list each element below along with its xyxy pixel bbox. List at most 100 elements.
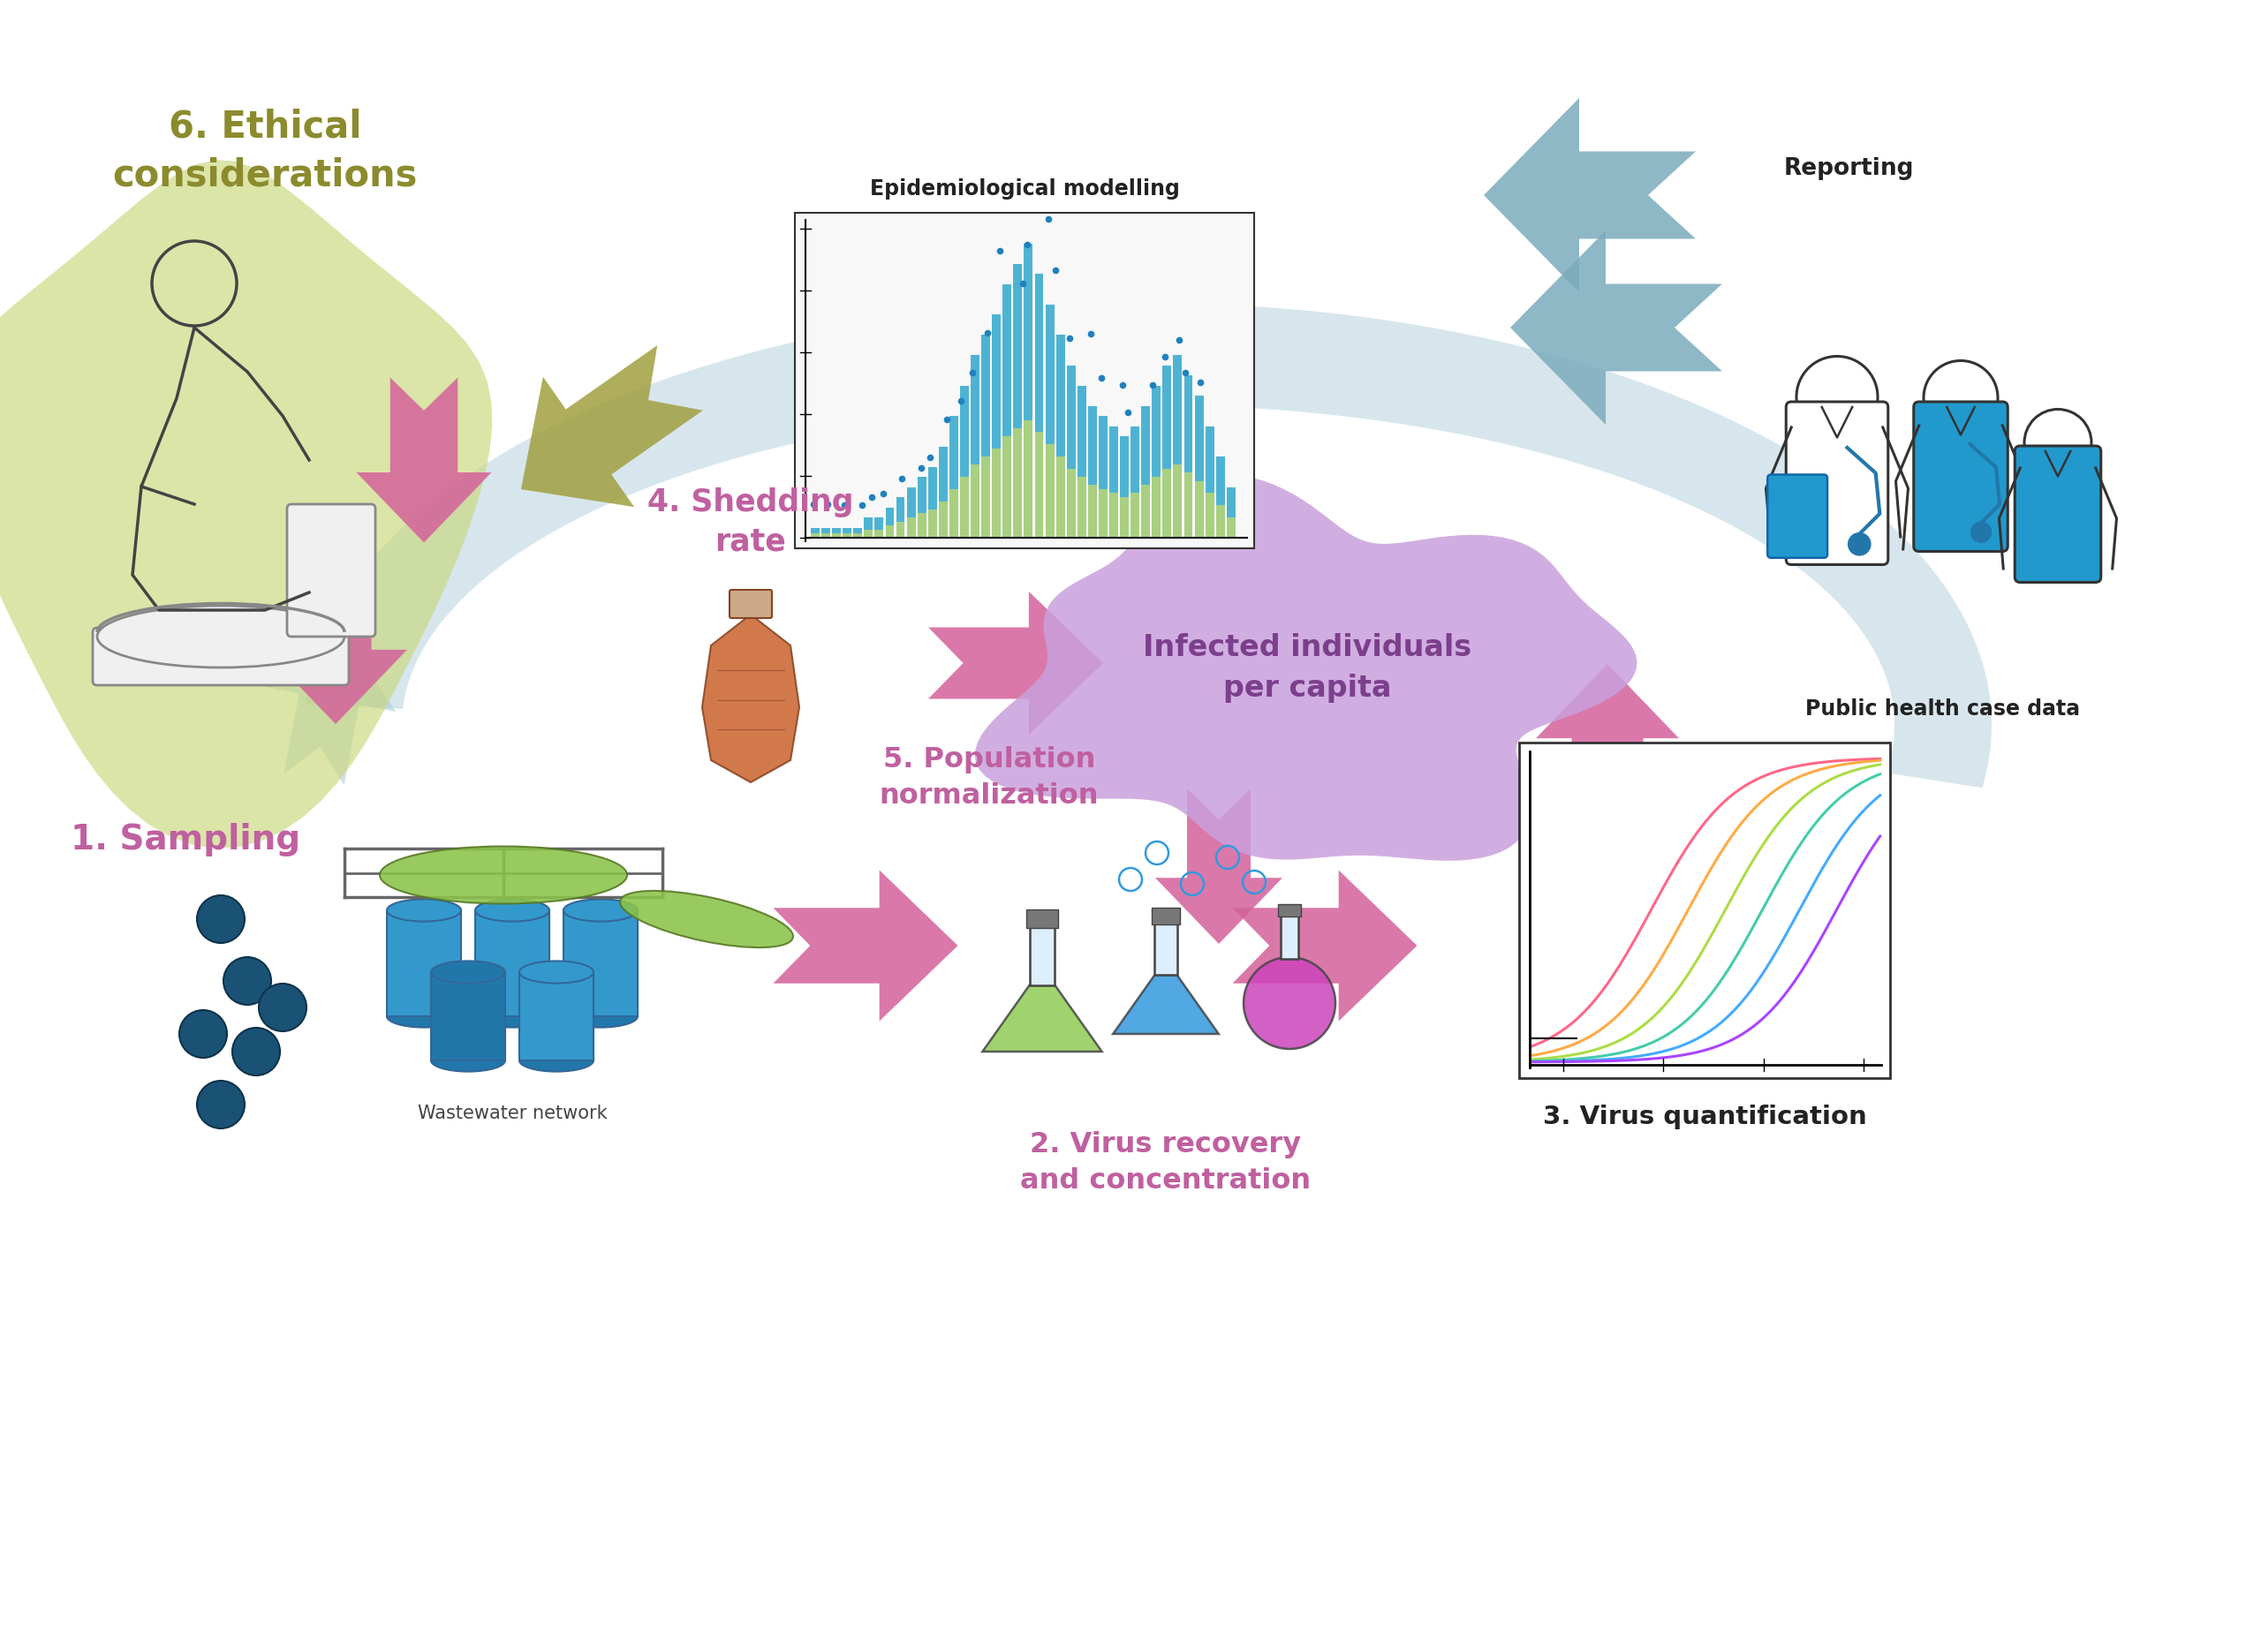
- Bar: [1045, 304, 1054, 444]
- Polygon shape: [265, 548, 407, 724]
- Bar: [1185, 472, 1194, 537]
- Bar: [981, 335, 990, 456]
- Bar: [1205, 492, 1214, 537]
- Bar: [432, 971, 504, 1061]
- Bar: [950, 416, 959, 489]
- Bar: [1185, 375, 1194, 472]
- FancyBboxPatch shape: [1913, 401, 2008, 552]
- Polygon shape: [1112, 975, 1219, 1034]
- Polygon shape: [357, 377, 491, 542]
- Bar: [938, 501, 947, 537]
- Polygon shape: [1483, 97, 1696, 292]
- Text: Public health case data: Public health case data: [1807, 699, 2080, 720]
- Bar: [1153, 477, 1160, 537]
- Ellipse shape: [387, 1004, 461, 1028]
- Bar: [1228, 517, 1235, 537]
- Bar: [993, 448, 1002, 537]
- Bar: [875, 530, 884, 537]
- Bar: [812, 534, 818, 537]
- Text: 4. Shedding
rate: 4. Shedding rate: [647, 487, 855, 557]
- Circle shape: [233, 1028, 280, 1075]
- Bar: [1130, 426, 1140, 492]
- Circle shape: [1244, 957, 1336, 1049]
- Bar: [1130, 492, 1140, 537]
- Bar: [927, 466, 936, 509]
- Bar: [950, 489, 959, 537]
- Bar: [1277, 904, 1300, 917]
- Bar: [1099, 416, 1108, 489]
- Bar: [1029, 925, 1056, 985]
- Bar: [1088, 406, 1097, 486]
- Bar: [1194, 481, 1203, 537]
- Bar: [1519, 742, 1890, 1079]
- Circle shape: [1847, 534, 1870, 555]
- Bar: [1036, 433, 1042, 537]
- Bar: [1002, 436, 1011, 537]
- Polygon shape: [305, 302, 1992, 788]
- Bar: [1056, 456, 1065, 537]
- Bar: [918, 477, 927, 514]
- Bar: [1151, 909, 1180, 923]
- Bar: [387, 910, 461, 1016]
- Circle shape: [1972, 522, 1992, 542]
- Bar: [864, 530, 873, 537]
- Bar: [852, 527, 861, 534]
- Polygon shape: [974, 474, 1637, 861]
- Bar: [475, 910, 549, 1016]
- Bar: [1110, 492, 1119, 537]
- Bar: [993, 314, 1002, 448]
- Ellipse shape: [475, 899, 549, 922]
- Circle shape: [197, 1080, 244, 1128]
- FancyBboxPatch shape: [1768, 474, 1827, 558]
- Bar: [1173, 355, 1183, 464]
- Bar: [1142, 486, 1151, 537]
- Bar: [843, 527, 852, 534]
- Polygon shape: [0, 160, 493, 849]
- Bar: [1216, 456, 1225, 506]
- Bar: [1013, 264, 1022, 428]
- Bar: [1162, 365, 1171, 469]
- Bar: [1142, 406, 1151, 486]
- Bar: [1280, 915, 1298, 958]
- Ellipse shape: [563, 899, 638, 922]
- Bar: [970, 464, 979, 537]
- Circle shape: [224, 957, 271, 1004]
- Polygon shape: [1535, 664, 1680, 839]
- Polygon shape: [1510, 230, 1723, 425]
- Text: Epidemiological modelling: Epidemiological modelling: [870, 178, 1180, 200]
- Bar: [886, 507, 893, 525]
- Text: 5. Population
normalization: 5. Population normalization: [880, 747, 1099, 809]
- Bar: [1036, 274, 1042, 433]
- Bar: [1194, 395, 1203, 481]
- Bar: [520, 971, 592, 1061]
- Bar: [1110, 426, 1119, 492]
- Ellipse shape: [475, 1004, 549, 1028]
- Bar: [1119, 497, 1128, 537]
- Bar: [1026, 909, 1058, 928]
- Bar: [927, 509, 936, 537]
- Bar: [1076, 385, 1085, 477]
- FancyBboxPatch shape: [2015, 446, 2100, 582]
- Polygon shape: [984, 985, 1101, 1052]
- Circle shape: [179, 1009, 226, 1057]
- Bar: [875, 517, 884, 530]
- Bar: [1002, 284, 1011, 436]
- Bar: [1056, 335, 1065, 456]
- Polygon shape: [262, 633, 396, 785]
- Bar: [886, 525, 893, 537]
- FancyBboxPatch shape: [730, 590, 771, 618]
- Bar: [907, 487, 916, 517]
- Ellipse shape: [620, 890, 794, 948]
- Bar: [907, 517, 916, 537]
- Ellipse shape: [432, 1049, 504, 1072]
- Polygon shape: [1232, 871, 1418, 1021]
- Ellipse shape: [520, 961, 592, 983]
- Ellipse shape: [432, 961, 504, 983]
- Polygon shape: [929, 591, 1103, 735]
- Ellipse shape: [97, 606, 344, 667]
- Polygon shape: [520, 345, 703, 507]
- Bar: [1153, 385, 1160, 477]
- Bar: [1024, 243, 1033, 420]
- Bar: [961, 477, 968, 537]
- Text: 3. Virus quantification: 3. Virus quantification: [1542, 1105, 1868, 1130]
